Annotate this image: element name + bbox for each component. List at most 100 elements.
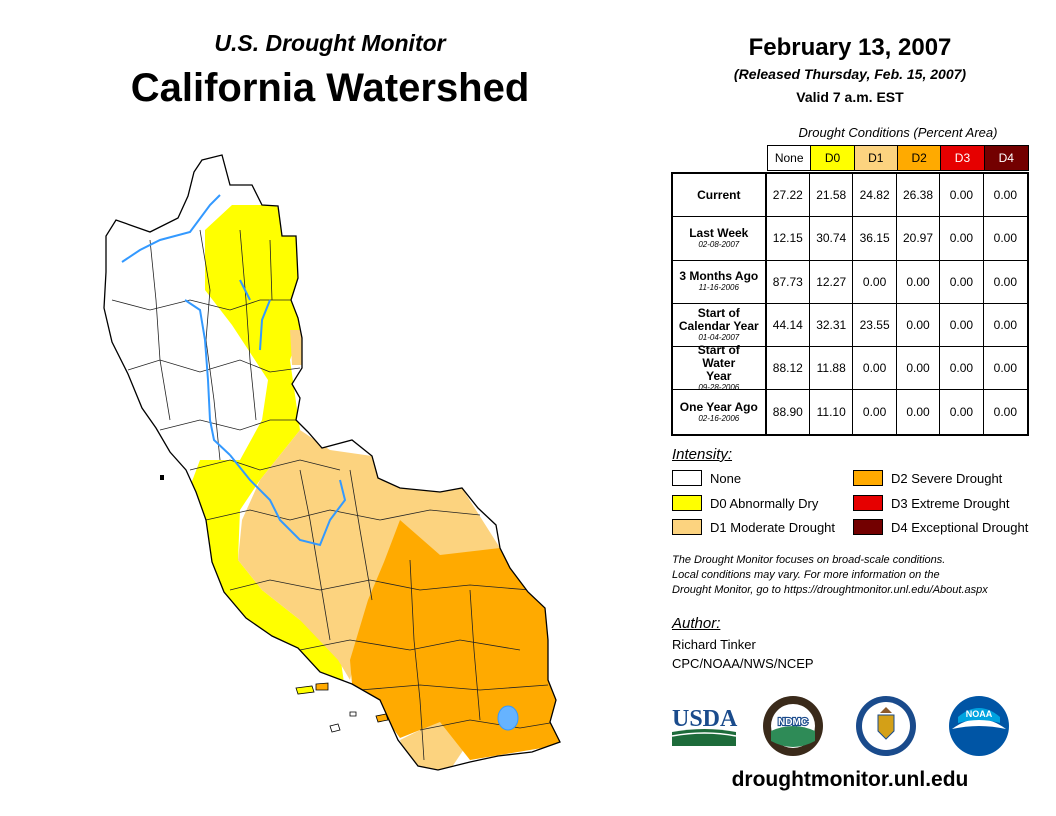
d2-region [350,520,560,760]
value-cell: 0.00 [897,347,941,390]
value-cell: 11.88 [810,347,854,390]
value-cell: 0.00 [940,217,984,260]
author-org: CPC/NOAA/NWS/NCEP [672,656,814,671]
legend-swatch [672,519,702,535]
conditions-table: None D0 D1 D2 D3 D4 Current 27.22 21.58 24.82 26.… [671,145,1031,436]
legend-item: D4 Exceptional Drought [853,519,1028,535]
value-cell: 21.58 [810,174,854,217]
value-cell: 0.00 [853,347,897,390]
value-cell: 36.15 [853,217,897,260]
value-cell: 0.00 [853,390,897,434]
row-date: 11-16-2006 [698,283,739,293]
author-name: Richard Tinker [672,637,756,652]
row-date: 01-04-2007 [698,333,740,343]
map-date: February 13, 2007 [748,34,952,61]
value-cell: 11.10 [810,390,854,434]
table-body: Current 27.22 21.58 24.82 26.38 0.00 0.00 Last … [671,172,1029,436]
value-cell: 12.27 [810,260,854,303]
value-cell: 0.00 [993,361,1017,376]
channel-islands [295,682,389,733]
legend-swatch [853,495,883,511]
value-cell: 20.97 [897,217,941,260]
legend-swatch [853,470,883,486]
row-label-text: One Year Ago [679,399,758,414]
table-row: Last Week 02-08-2007 12.15 30.74 36.15 20.97 0… [673,217,1027,261]
value-cell: 88.12 [767,347,810,390]
release-date: (Released Thursday, Feb. 15, 2007) [733,66,967,82]
california-watershed-map [103,154,561,771]
legend-swatch [672,470,702,486]
d0-region [180,205,345,690]
row-label: Current [673,174,767,217]
value-cell: 30.74 [810,217,854,260]
value-cell: 0.00 [993,318,1017,333]
legend-label: D4 Exceptional Drought [891,519,1029,535]
column-header-d0: D0 [811,146,855,170]
value-cell: 0.00 [940,347,984,390]
disclaimer-note: The Drought Monitor focuses on broad-sca… [672,553,1052,598]
row-label-text: Start of Water Year [697,342,740,383]
legend-swatch [853,519,883,535]
salton-sea [497,705,519,731]
legend-title: Intensity: [672,446,733,463]
legend-label: None [710,470,742,486]
row-label-text: Start of Calendar Year [678,306,759,334]
column-header-d3: D3 [941,146,985,170]
author-title: Author: [672,615,721,632]
column-header-d4: D4 [984,146,1028,170]
column-header-d1: D1 [854,146,898,170]
value-cell: 0.00 [940,174,984,217]
legend-label: D3 Extreme Drought [891,495,1010,511]
valid-time: Valid 7 a.m. EST [796,89,904,105]
note-line-2: Local conditions may vary. For more info… [672,569,940,581]
note-line-3: Drought Monitor, go to https://droughtmo… [672,584,988,596]
value-cell: 12.15 [767,217,810,260]
value-cell: 0.00 [940,260,984,303]
row-label: 3 Months Ago 11-16-2006 [673,260,767,303]
conditions-caption: Drought Conditions (Percent Area) [798,125,998,140]
row-label-text: 3 Months Ago [679,269,759,284]
usda-logo-text: USDA [672,706,738,732]
ndmc-logo-icon: NDMC [763,696,823,756]
row-label: Start of Water Year 09-28-2006 [673,342,767,392]
legend-item: D0 Abnormally Dry [672,495,818,511]
table-row: Current 27.22 21.58 24.82 26.38 0.00 0.00 [673,174,1027,218]
legend-item: D3 Extreme Drought [853,495,1010,511]
ndmc-logo-text: NDMC [778,717,808,728]
value-cell: 87.73 [767,260,810,303]
table-row: Start of Water Year 09-28-2006 88.12 11.88 0… [673,342,1027,392]
row-date: 02-16-2006 [698,413,740,423]
value-cell: 32.31 [810,303,854,347]
row-date: 02-08-2007 [698,239,740,249]
value-cell: 0.00 [940,390,984,434]
value-cell: 0.00 [993,231,1017,246]
d1-region [238,430,500,680]
value-cell: 27.22 [767,174,810,217]
value-cell: 0.00 [897,303,941,347]
value-cell: 44.14 [767,303,810,347]
value-cell: 0.00 [993,188,1017,203]
legend-item: D1 Moderate Drought [672,519,835,535]
row-label-text: Current [697,187,741,202]
note-line-1: The Drought Monitor focuses on broad-sca… [672,554,946,566]
row-date: 09-28-2006 [698,382,740,392]
table-header: None D0 D1 D2 D3 D4 [767,145,1029,171]
legend-item: D2 Severe Drought [853,470,1002,486]
website-link[interactable]: droughtmonitor.unl.edu [731,768,969,791]
row-label: One Year Ago 02-16-2006 [673,390,767,434]
row-label: Start of Calendar Year 01-04-2007 [673,303,767,347]
legend-item: None [672,470,741,486]
column-header-none: None [768,146,812,170]
value-cell: 0.00 [993,405,1017,420]
table-row: 3 Months Ago 11-16-2006 87.73 12.27 0.00 0.00… [673,260,1027,304]
table-row: One Year Ago 02-16-2006 88.90 11.10 0.00 0.00… [673,390,1027,434]
map-title: California Watershed [130,66,530,110]
usda-logo-icon: USDA [671,706,738,746]
noaa-logo-icon: NOAA [949,696,1009,756]
column-header-d2: D2 [897,146,942,170]
noaa-logo-text: NOAA [966,709,993,719]
value-cell: 0.00 [897,390,941,434]
value-cell: 88.90 [767,390,810,434]
value-cell: 23.55 [853,303,897,347]
value-cell: 0.00 [853,260,897,303]
